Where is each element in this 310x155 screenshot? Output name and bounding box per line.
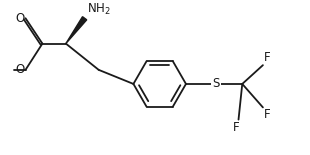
Text: F: F xyxy=(233,121,240,133)
Text: F: F xyxy=(264,108,270,121)
Text: O: O xyxy=(15,12,24,25)
Text: S: S xyxy=(212,78,220,90)
Text: NH$_2$: NH$_2$ xyxy=(86,2,110,17)
Polygon shape xyxy=(66,17,87,44)
Text: O: O xyxy=(15,63,24,76)
Text: F: F xyxy=(264,51,270,64)
